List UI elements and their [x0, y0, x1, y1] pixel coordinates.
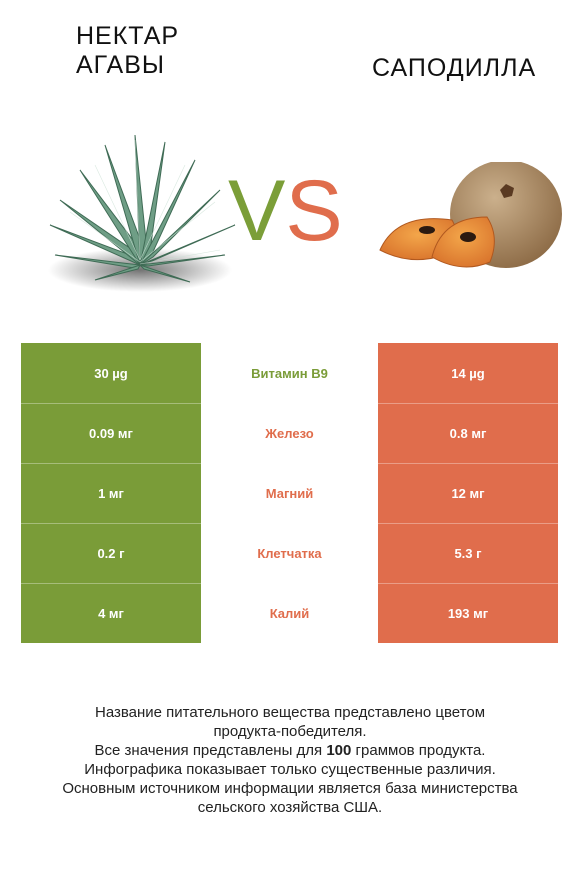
table-row: 0.2 г Клетчатка 5.3 г	[21, 523, 558, 583]
left-value: 0.2 г	[21, 523, 201, 583]
left-food-title-line2: АГАВЫ	[76, 51, 236, 80]
footer-line: Название питательного вещества представл…	[20, 703, 560, 722]
table-row: 4 мг Калий 193 мг	[21, 583, 558, 643]
nutrient-name: Калий	[201, 583, 378, 643]
right-food-title: САПОДИЛЛА	[372, 54, 572, 83]
nutrient-name: Магний	[201, 463, 378, 523]
right-value: 12 мг	[378, 463, 558, 523]
versus-label: VS	[228, 168, 358, 258]
footer-amount: 100	[326, 742, 351, 759]
comparison-table: 30 µg Витамин B9 14 µg 0.09 мг Железо 0.…	[21, 343, 558, 643]
footer-text: граммов продукта.	[351, 742, 485, 759]
table-row: 0.09 мг Железо 0.8 мг	[21, 403, 558, 463]
nutrient-name: Витамин B9	[201, 343, 378, 403]
table-row: 30 µg Витамин B9 14 µg	[21, 343, 558, 403]
agave-image	[40, 130, 240, 295]
left-value: 0.09 мг	[21, 403, 201, 463]
footer-line: Основным источником информации является …	[20, 779, 560, 798]
right-value: 5.3 г	[378, 523, 558, 583]
right-value: 193 мг	[378, 583, 558, 643]
left-value: 1 мг	[21, 463, 201, 523]
footer-line: Инфографика показывает только существенн…	[20, 760, 560, 779]
footer-notes: Название питательного вещества представл…	[20, 703, 560, 817]
versus-v: V	[228, 163, 285, 259]
table-row: 1 мг Магний 12 мг	[21, 463, 558, 523]
nutrient-name: Железо	[201, 403, 378, 463]
left-value: 30 µg	[21, 343, 201, 403]
right-value: 14 µg	[378, 343, 558, 403]
sapodilla-image	[372, 162, 562, 280]
nutrient-name: Клетчатка	[201, 523, 378, 583]
versus-s: S	[285, 163, 342, 259]
left-value: 4 мг	[21, 583, 201, 643]
left-food-title-line1: НЕКТАР	[76, 22, 236, 51]
footer-line: Все значения представлены для 100 граммо…	[20, 741, 560, 760]
footer-text: Все значения представлены для	[95, 742, 327, 759]
footer-line: продукта-победителя.	[20, 722, 560, 741]
left-food-title: НЕКТАР АГАВЫ	[76, 22, 236, 80]
right-value: 0.8 мг	[378, 403, 558, 463]
footer-line: сельского хозяйства США.	[20, 798, 560, 817]
